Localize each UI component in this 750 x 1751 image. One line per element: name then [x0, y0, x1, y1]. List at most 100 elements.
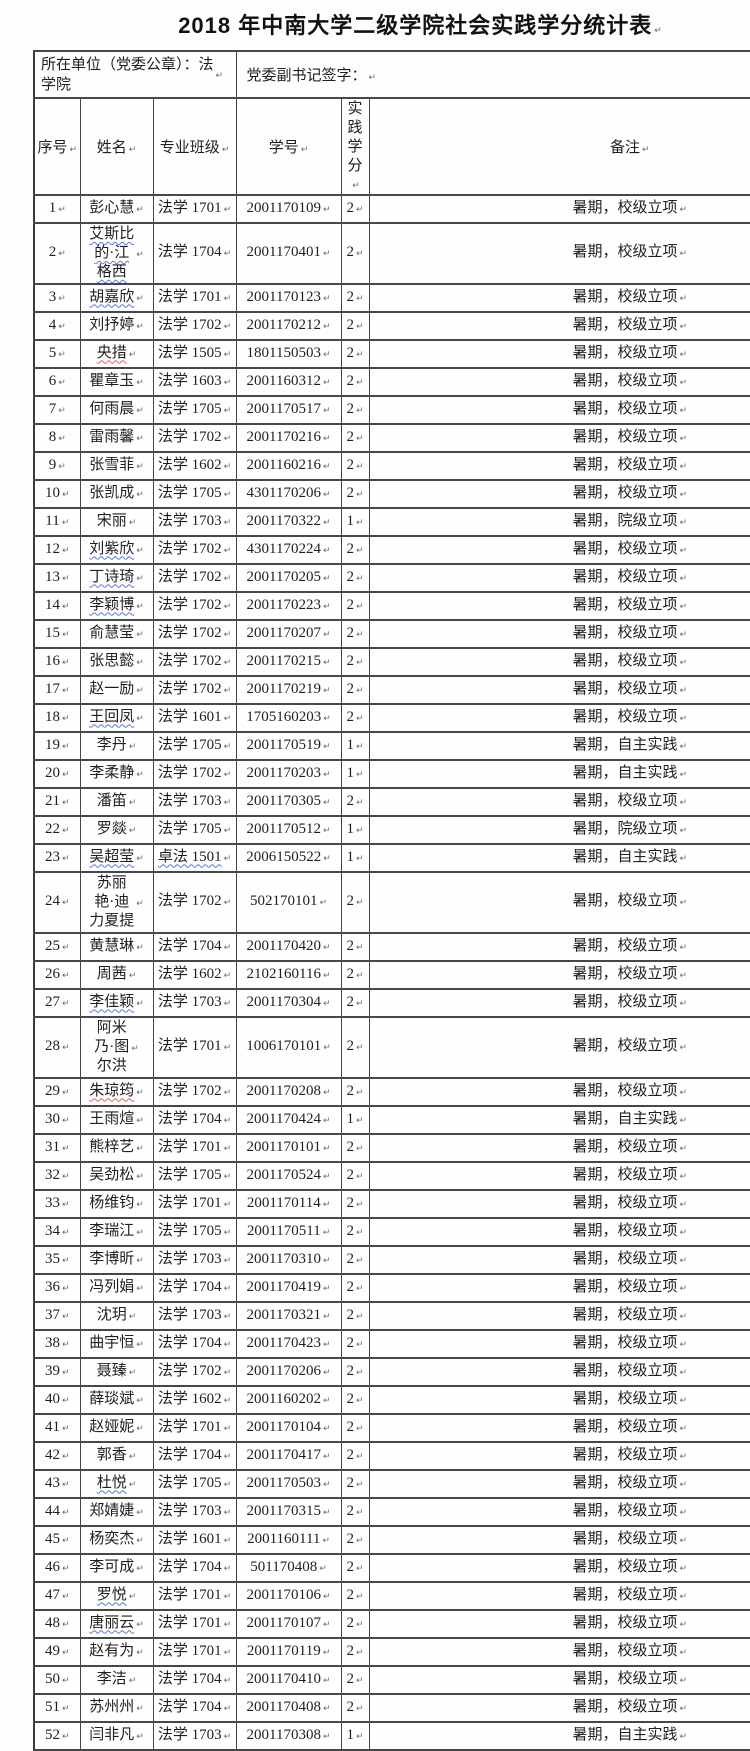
class-name: 法学 1702: [157, 680, 222, 697]
paragraph-mark: ↵: [61, 825, 70, 836]
student-name: 何雨晨: [89, 400, 135, 417]
paragraph-mark: ↵: [136, 489, 144, 500]
paragraph-mark: ↵: [322, 1647, 331, 1658]
paragraph-mark: ↵: [223, 545, 232, 556]
paragraph-mark: ↵: [223, 1143, 232, 1154]
row-number: 6: [48, 372, 57, 389]
credit-value-cell: 1 ↵: [340, 815, 370, 845]
student-id-cell: 2001170401 ↵: [235, 222, 342, 285]
paragraph-mark: ↵: [322, 293, 331, 304]
col-header-no: 序号 ↵: [33, 97, 81, 196]
student-id: 2001170517: [246, 400, 321, 417]
paragraph-mark: ↵: [322, 769, 331, 780]
paragraph-mark: ↵: [356, 1199, 364, 1210]
student-name: 央措: [96, 344, 127, 361]
paragraph-mark: ↵: [136, 1563, 144, 1574]
paragraph-mark: ↵: [679, 1367, 688, 1378]
remark-cell: 暑期，校级立项 ↵: [368, 1525, 750, 1555]
credit-value: 2: [346, 1446, 355, 1463]
class-name: 法学 1701: [157, 1038, 222, 1055]
credit-value: 2: [346, 993, 355, 1010]
paragraph-mark: ↵: [679, 517, 688, 528]
row-number-cell: 35 ↵: [33, 1245, 81, 1275]
paragraph-mark: ↵: [679, 1535, 688, 1546]
student-id: 2001170408: [246, 1698, 321, 1715]
paragraph-mark: ↵: [128, 145, 137, 155]
paragraph-mark: ↵: [356, 433, 364, 444]
student-id-cell: 2001170206 ↵: [235, 1357, 342, 1387]
paragraph-mark: ↵: [322, 249, 331, 259]
student-name-cell: 彭心慧 ↵: [79, 194, 154, 224]
paragraph-mark: ↵: [128, 741, 137, 752]
remark: 暑期，校级立项: [572, 792, 678, 809]
row-number: 36: [44, 1278, 60, 1295]
paragraph-mark: ↵: [322, 629, 331, 640]
credit-value-cell: 2 ↵: [340, 535, 370, 565]
row-number: 11: [45, 512, 60, 529]
class-name: 法学 1705: [157, 1474, 222, 1491]
paragraph-mark: ↵: [136, 1087, 144, 1098]
remark: 暑期，校级立项: [572, 1446, 678, 1463]
student-name: 杨维钧: [89, 1194, 135, 1211]
credit-value-cell: 2 ↵: [340, 960, 370, 990]
credit-value-cell: 2 ↵: [340, 1161, 370, 1191]
paragraph-mark: ↵: [136, 1339, 144, 1350]
paragraph-mark: ↵: [356, 1143, 364, 1154]
paragraph-mark: ↵: [223, 1255, 232, 1266]
paragraph-mark: ↵: [223, 249, 232, 259]
student-name-cell: 罗悦 ↵: [79, 1581, 154, 1611]
student-row: 9 ↵ 张雪菲 ↵ 法学 1602 ↵ 2001160216 ↵ 2 ↵ 暑期，校级立项 ↵: [33, 451, 750, 481]
student-name-cell: 曲宇恒 ↵: [79, 1329, 154, 1359]
paragraph-mark: ↵: [356, 321, 364, 332]
student-name: 李柔静: [89, 764, 135, 781]
student-id: 2001170101: [246, 1138, 321, 1155]
student-name-cell: 郑婧婕 ↵: [79, 1497, 154, 1527]
row-number: 12: [44, 540, 60, 557]
credit-value: 2: [346, 792, 355, 809]
row-number-cell: 46 ↵: [33, 1553, 81, 1583]
row-number-cell: 19 ↵: [33, 731, 81, 761]
paragraph-mark: ↵: [319, 898, 328, 908]
class-name: 法学 1704: [157, 244, 222, 261]
paragraph-mark: ↵: [679, 1675, 688, 1686]
paragraph-mark: ↵: [356, 1675, 364, 1686]
student-row: 10 ↵ 张凯成 ↵ 法学 1705 ↵ 4301170206 ↵ 2 ↵ 暑期，校级立项 ↵: [33, 479, 750, 509]
remark-cell: 暑期，自主实践 ↵: [368, 1105, 750, 1135]
col-header-student-id: 学号 ↵: [235, 97, 342, 196]
remark: 暑期，校级立项: [572, 937, 678, 954]
row-number: 14: [44, 596, 60, 613]
credit-value-cell: 2 ↵: [340, 1016, 370, 1079]
row-number-cell: 1 ↵: [33, 194, 81, 224]
row-number-cell: 44 ↵: [33, 1497, 81, 1527]
student-id-cell: 2001170219 ↵: [235, 675, 342, 705]
col-header-name-label: 姓名: [96, 140, 127, 156]
class-name: 法学 1702: [157, 624, 222, 641]
class-name-cell: 法学 1701 ↵: [152, 194, 237, 224]
paragraph-mark: ↵: [223, 1731, 232, 1742]
student-row: 43 ↵ 杜悦 ↵ 法学 1705 ↵ 2001170503 ↵ 2 ↵ 暑期，校级立项 ↵: [33, 1469, 750, 1499]
student-id: 2001170410: [246, 1670, 321, 1687]
student-name-cell: 李佳颖 ↵: [79, 988, 154, 1018]
paragraph-mark: ↵: [61, 1451, 70, 1462]
paragraph-mark: ↵: [356, 1255, 364, 1266]
paragraph-mark: ↵: [223, 797, 232, 808]
paragraph-mark: ↵: [356, 898, 364, 908]
student-id: 2102160116: [246, 965, 321, 982]
student-id: 2001170310: [246, 1250, 321, 1267]
remark-cell: 暑期，校级立项 ↵: [368, 1245, 750, 1275]
class-name-cell: 法学 1701 ↵: [152, 1609, 237, 1639]
student-id-cell: 501170408 ↵: [235, 1553, 342, 1583]
paragraph-mark: ↵: [322, 1395, 331, 1406]
paragraph-mark: ↵: [136, 1283, 144, 1294]
class-name-cell: 法学 1702 ↵: [152, 1077, 237, 1107]
paragraph-mark: ↵: [223, 1423, 232, 1434]
credit-value: 2: [346, 1278, 355, 1295]
student-id: 2001160216: [246, 456, 321, 473]
student-id: 2001170107: [246, 1614, 321, 1631]
student-name-cell: 薛琰斌 ↵: [79, 1385, 154, 1415]
paragraph-mark: ↵: [136, 713, 144, 724]
paragraph-mark: ↵: [356, 797, 364, 808]
remark-cell: 暑期，校级立项 ↵: [368, 1189, 750, 1219]
class-name: 法学 1702: [157, 1082, 222, 1099]
class-name-cell: 法学 1701 ↵: [152, 1133, 237, 1163]
